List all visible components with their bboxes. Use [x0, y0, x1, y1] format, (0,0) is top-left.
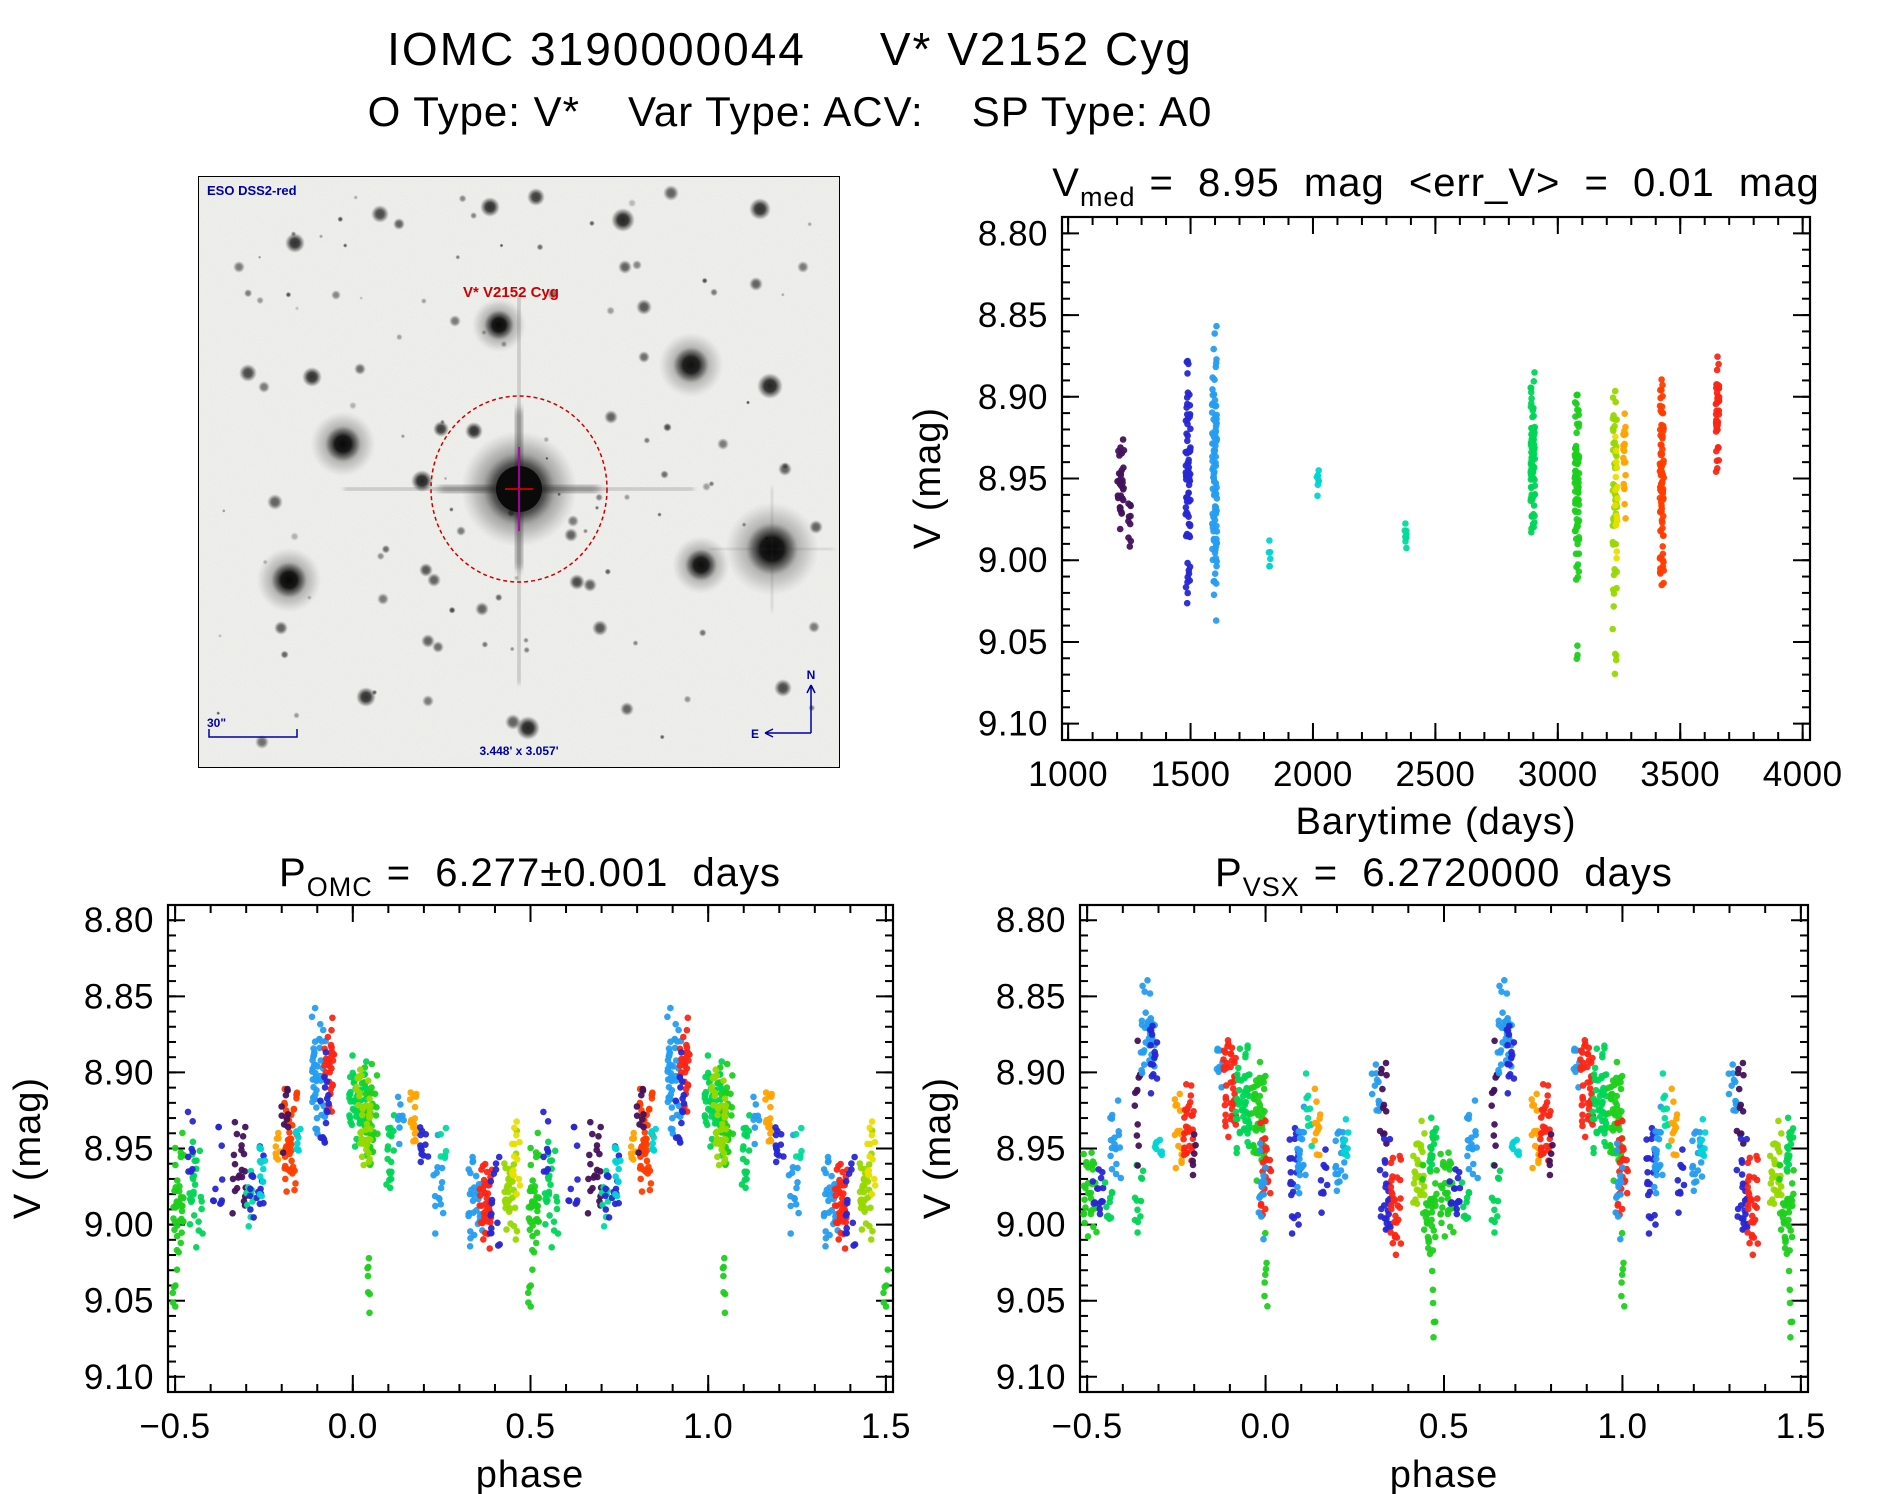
field-size-label: 3.448' x 3.057' — [479, 744, 558, 758]
svg-text:1000: 1000 — [1028, 755, 1108, 794]
svg-text:1500: 1500 — [1151, 755, 1231, 794]
variability-type: Var Type: ACV: — [628, 88, 924, 135]
svg-text:8.80: 8.80 — [996, 901, 1066, 940]
svg-text:8.90: 8.90 — [996, 1053, 1066, 1092]
x-axis-label: phase — [1390, 1454, 1499, 1494]
page-title: IOMC 3190000044 V* V2152 Cyg — [0, 22, 1580, 76]
y-axis-label: V (mag) — [7, 1077, 49, 1219]
svg-text:8.95: 8.95 — [84, 1130, 154, 1169]
object-type: O Type: V* — [367, 88, 580, 135]
finder-annotations: ESO DSS2-red V* V2152 Cyg 30" 3.448' x 3… — [207, 183, 816, 758]
chart-title: Vmed = 8.95 mag <err_V> = 0.01 mag — [1052, 161, 1819, 212]
svg-text:1.5: 1.5 — [861, 1407, 911, 1446]
svg-text:9.10: 9.10 — [84, 1358, 154, 1397]
x-axis-label: phase — [476, 1454, 585, 1494]
svg-text:4000: 4000 — [1763, 755, 1843, 794]
barytime-chart: Vmed = 8.95 mag <err_V> = 0.01 mag V (mag… — [907, 161, 1843, 843]
compass-east-arrow — [764, 728, 811, 738]
svg-text:1.0: 1.0 — [683, 1407, 733, 1446]
svg-text:0.0: 0.0 — [328, 1407, 378, 1446]
target-star — [344, 294, 694, 684]
svg-text:9.05: 9.05 — [84, 1282, 154, 1321]
chart-title: POMC = 6.277±0.001 days — [279, 851, 781, 902]
y-axis-label: V (mag) — [917, 1077, 959, 1219]
compass-north-arrow — [806, 684, 816, 733]
scale-bar-label: 30" — [207, 716, 226, 730]
svg-text:0.5: 0.5 — [505, 1407, 555, 1446]
star-name: V* V2152 Cyg — [879, 23, 1193, 75]
survey-label: ESO DSS2-red — [207, 183, 297, 198]
svg-text:8.85: 8.85 — [978, 296, 1048, 335]
svg-text:2000: 2000 — [1273, 755, 1353, 794]
spectral-type: SP Type: A0 — [971, 88, 1213, 135]
vsx-phase-chart: PVSX = 6.2720000 days V (mag) phase −0.5 0… — [917, 851, 1826, 1494]
finder-chart-image: ESO DSS2-red V* V2152 Cyg 30" 3.448' x 3… — [198, 176, 840, 768]
axes: −0.5 0.0 0.5 1.0 1.5 8.80 8.85 8.90 8.95 9.00 9.05… — [84, 901, 911, 1446]
chart-title: PVSX = 6.2720000 days — [1215, 851, 1673, 902]
svg-text:3000: 3000 — [1518, 755, 1598, 794]
svg-text:9.05: 9.05 — [996, 1282, 1066, 1321]
omc-phase-chart: POMC = 6.277±0.001 days V (mag) phase −0.… — [7, 851, 911, 1494]
svg-text:9.00: 9.00 — [84, 1206, 154, 1245]
data-points — [1114, 322, 1723, 678]
axes: 1000 1500 2000 2500 3000 3500 4000 8.80 8.85 8.90… — [978, 214, 1843, 794]
scale-bar — [208, 729, 298, 738]
svg-text:8.90: 8.90 — [84, 1053, 154, 1092]
svg-text:8.90: 8.90 — [978, 378, 1048, 417]
svg-text:−0.5: −0.5 — [1052, 1407, 1123, 1446]
svg-text:3500: 3500 — [1640, 755, 1720, 794]
svg-text:2500: 2500 — [1395, 755, 1475, 794]
svg-text:9.10: 9.10 — [996, 1358, 1066, 1397]
compass-north-label: N — [807, 668, 816, 682]
svg-text:0.5: 0.5 — [1419, 1407, 1469, 1446]
star-field — [216, 185, 834, 749]
page-subtitle: O Type: V* Var Type: ACV: SP Type: A0 — [0, 88, 1580, 136]
data-points — [169, 1004, 892, 1317]
svg-text:9.10: 9.10 — [978, 705, 1048, 744]
x-axis-label: Barytime (days) — [1295, 801, 1576, 843]
compass-east-label: E — [751, 727, 759, 741]
svg-text:1.0: 1.0 — [1597, 1407, 1647, 1446]
svg-text:9.00: 9.00 — [978, 541, 1048, 580]
svg-text:−0.5: −0.5 — [140, 1407, 211, 1446]
y-axis-label: V (mag) — [907, 407, 949, 549]
axes: −0.5 0.0 0.5 1.0 1.5 8.80 8.85 8.90 8.95 9.00 9.05… — [996, 901, 1826, 1446]
svg-text:9.05: 9.05 — [978, 623, 1048, 662]
svg-text:8.95: 8.95 — [996, 1130, 1066, 1169]
svg-text:8.80: 8.80 — [84, 901, 154, 940]
data-points — [1080, 977, 1797, 1341]
svg-text:1.5: 1.5 — [1776, 1407, 1826, 1446]
svg-text:9.00: 9.00 — [996, 1206, 1066, 1245]
svg-text:8.95: 8.95 — [978, 460, 1048, 499]
svg-text:8.85: 8.85 — [996, 977, 1066, 1016]
svg-text:8.80: 8.80 — [978, 214, 1048, 253]
svg-text:8.85: 8.85 — [84, 977, 154, 1016]
target-label: V* V2152 Cyg — [463, 284, 559, 301]
catalog-id: IOMC 3190000044 — [387, 23, 806, 75]
svg-text:0.0: 0.0 — [1240, 1407, 1290, 1446]
